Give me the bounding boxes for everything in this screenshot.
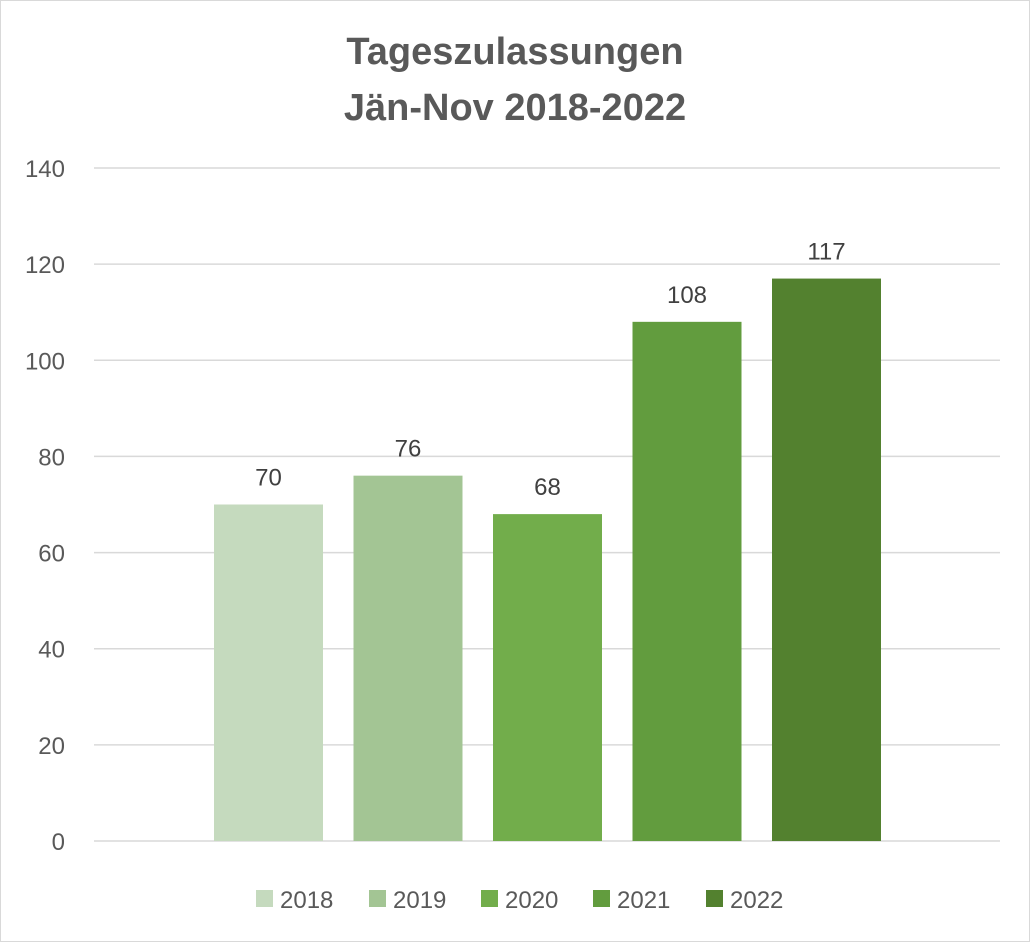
legend-swatch: [369, 890, 386, 907]
bar-2018: [214, 504, 323, 841]
y-tick-label: 120: [25, 252, 65, 279]
y-tick-label: 100: [25, 348, 65, 375]
data-label-2019: 76: [395, 436, 422, 463]
bar-2021: [632, 321, 742, 841]
legend-entry-2018: 2018: [256, 887, 333, 914]
legend-label: 2019: [393, 887, 446, 914]
legend-entry-2021: 2021: [593, 887, 670, 914]
legend-entry-2019: 2019: [369, 887, 446, 914]
legend-label: 2021: [617, 887, 670, 914]
legend: 2018 2019 2020 2021 2022: [256, 887, 783, 914]
y-tick-label: 40: [38, 637, 65, 664]
data-label-2021: 108: [667, 282, 707, 309]
legend-entry-2020: 2020: [481, 887, 558, 914]
y-tick-label: 20: [38, 733, 65, 760]
bar-2022: [772, 278, 881, 841]
legend-swatch: [706, 890, 723, 907]
bars: [214, 278, 881, 841]
data-label-2020: 68: [534, 474, 561, 501]
legend-label: 2020: [505, 887, 558, 914]
legend-label: 2022: [730, 887, 783, 914]
y-axis-ticks: 0 20 40 60 80 100 120 140: [25, 156, 65, 856]
legend-swatch: [481, 890, 498, 907]
data-label-2022: 117: [807, 239, 845, 266]
legend-entry-2022: 2022: [706, 887, 783, 914]
data-label-2018: 70: [255, 465, 282, 492]
y-tick-label: 80: [38, 444, 65, 471]
bar-2019: [353, 475, 463, 841]
legend-swatch: [593, 890, 610, 907]
legend-swatch: [256, 890, 273, 907]
y-tick-label: 140: [25, 156, 65, 183]
y-tick-label: 0: [52, 829, 65, 856]
chart-title-line-1: Tageszulassungen: [346, 31, 683, 73]
y-tick-label: 60: [38, 541, 65, 568]
bar-2020: [493, 514, 602, 841]
chart-title-line-2: Jän-Nov 2018-2022: [344, 87, 686, 129]
legend-label: 2018: [280, 887, 333, 914]
data-labels: 70 76 68 108 117: [255, 239, 845, 502]
